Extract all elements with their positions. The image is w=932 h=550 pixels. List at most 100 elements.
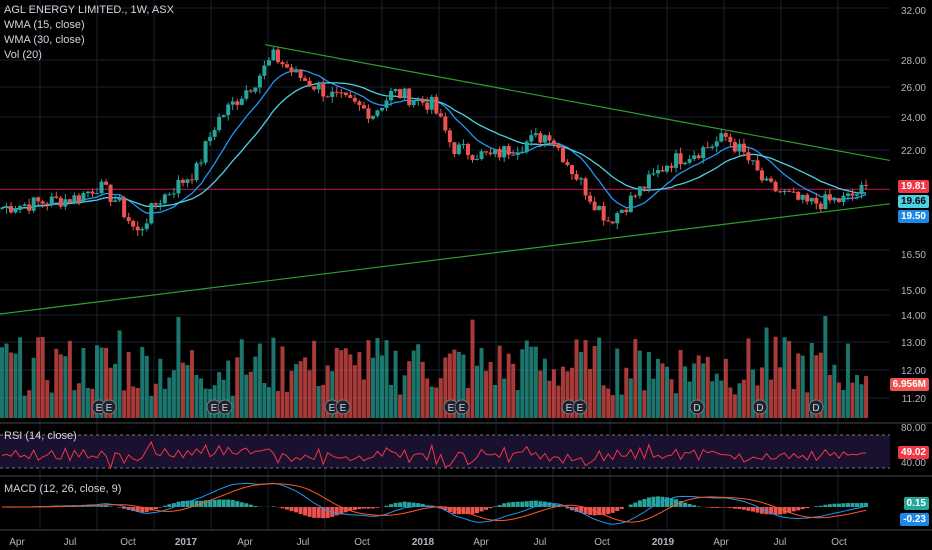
volume-bar bbox=[470, 319, 475, 418]
volume-bar bbox=[823, 316, 828, 418]
macd-histogram-bar bbox=[787, 507, 792, 513]
macd-histogram-bar bbox=[818, 505, 823, 507]
volume-bar bbox=[746, 338, 751, 418]
event-marker[interactable]: D bbox=[752, 399, 768, 415]
rsi-line bbox=[1, 440, 867, 470]
candle-body bbox=[375, 110, 380, 116]
event-marker[interactable]: E bbox=[335, 399, 351, 415]
candle-body bbox=[217, 116, 222, 131]
candle-body bbox=[674, 153, 679, 168]
time-axis-tick: Apr bbox=[473, 537, 489, 548]
macd-legend[interactable]: MACD (12, 26, close, 9) bbox=[4, 483, 122, 495]
symbol-title[interactable]: AGL ENERGY LIMITED., 1W, ASX bbox=[4, 4, 174, 16]
event-marker-circle bbox=[217, 399, 233, 415]
candle-body bbox=[610, 221, 615, 224]
event-marker[interactable]: D bbox=[808, 399, 824, 415]
macd-histogram-bar bbox=[859, 502, 864, 507]
event-marker[interactable]: E bbox=[217, 399, 233, 415]
macd-histogram-bar bbox=[692, 505, 697, 507]
volume-bar bbox=[316, 385, 321, 418]
time-axis-tick: Jul bbox=[534, 537, 547, 548]
candle-body bbox=[325, 96, 330, 98]
time-axis-tick: 2018 bbox=[412, 537, 435, 548]
macd-histogram-bar bbox=[375, 507, 380, 508]
candle-body bbox=[619, 209, 624, 214]
event-marker-label: E bbox=[448, 403, 455, 414]
candle-body bbox=[54, 196, 59, 198]
macd-histogram-bar bbox=[370, 507, 375, 509]
event-marker[interactable]: E bbox=[572, 399, 588, 415]
volume-bar bbox=[864, 376, 869, 418]
volume-bar bbox=[850, 382, 855, 418]
candle-body bbox=[646, 174, 651, 189]
candle-body bbox=[203, 141, 208, 163]
macd-histogram-bar bbox=[456, 507, 461, 515]
candle-body bbox=[312, 86, 317, 90]
candle-body bbox=[144, 223, 149, 229]
candle-body bbox=[456, 144, 461, 155]
candle-body bbox=[0, 207, 4, 209]
volume-bar bbox=[750, 369, 755, 418]
volume-bar bbox=[588, 368, 593, 418]
candle-body bbox=[832, 198, 837, 201]
rsi-legend[interactable]: RSI (14, close) bbox=[4, 430, 77, 442]
candle-body bbox=[108, 184, 113, 202]
volume-bar bbox=[859, 384, 864, 418]
volume-bar bbox=[325, 365, 330, 418]
macd-histogram-bar bbox=[814, 506, 819, 507]
macd-histogram-bar bbox=[760, 507, 765, 514]
volume-bar bbox=[18, 337, 23, 418]
volume-bar bbox=[36, 337, 41, 418]
macd-histogram-bar bbox=[597, 507, 602, 515]
event-marker[interactable]: D bbox=[689, 399, 705, 415]
volume-bar bbox=[841, 389, 846, 418]
candle-body bbox=[393, 89, 398, 92]
volume-bar bbox=[520, 349, 525, 418]
candle-body bbox=[818, 203, 823, 209]
volume-bar bbox=[723, 358, 728, 418]
volume-bar bbox=[95, 345, 100, 418]
price-axis-tick: 24.00 bbox=[901, 113, 926, 124]
macd-histogram-bar bbox=[769, 507, 774, 515]
candle-body bbox=[805, 194, 810, 202]
candle-body bbox=[370, 115, 375, 119]
macd-line bbox=[2, 482, 867, 525]
volume-bar bbox=[275, 391, 280, 418]
wma15-legend[interactable]: WMA (15, close) bbox=[4, 19, 85, 31]
macd-histogram-bar bbox=[389, 504, 394, 507]
volume-legend[interactable]: Vol (20) bbox=[4, 49, 42, 61]
volume-bar bbox=[330, 371, 335, 418]
macd-histogram-bar bbox=[361, 507, 366, 509]
macd-histogram-bar bbox=[533, 500, 538, 507]
volume-bar bbox=[203, 388, 208, 418]
volume-bar bbox=[760, 367, 765, 418]
macd-histogram-bar bbox=[366, 507, 371, 509]
macd-histogram-bar bbox=[298, 507, 303, 515]
macd-histogram-bar bbox=[294, 507, 299, 513]
macd-histogram-bar bbox=[710, 507, 715, 508]
candle-body bbox=[330, 91, 335, 97]
candle-body bbox=[827, 194, 832, 201]
event-marker[interactable]: E bbox=[454, 399, 470, 415]
volume-bar bbox=[538, 370, 543, 418]
candle-body bbox=[696, 155, 701, 159]
candle-body bbox=[235, 101, 240, 105]
candle-body bbox=[171, 193, 176, 195]
macd-histogram-bar bbox=[253, 506, 258, 507]
volume-bar bbox=[334, 347, 339, 418]
price-axis-tick: 28.00 bbox=[901, 56, 926, 67]
candle-body bbox=[361, 105, 366, 109]
volume-bar bbox=[628, 378, 633, 418]
candle-body bbox=[402, 88, 407, 99]
wma30-legend[interactable]: WMA (30, close) bbox=[4, 34, 85, 46]
candle-body bbox=[660, 170, 665, 172]
candle-body bbox=[226, 104, 231, 116]
macd-histogram-bar bbox=[108, 506, 113, 507]
volume-bar bbox=[176, 316, 181, 418]
event-marker[interactable]: E bbox=[101, 399, 117, 415]
candle-body bbox=[199, 162, 204, 164]
macd-histogram-bar bbox=[488, 507, 493, 509]
volume-bar bbox=[855, 374, 860, 418]
